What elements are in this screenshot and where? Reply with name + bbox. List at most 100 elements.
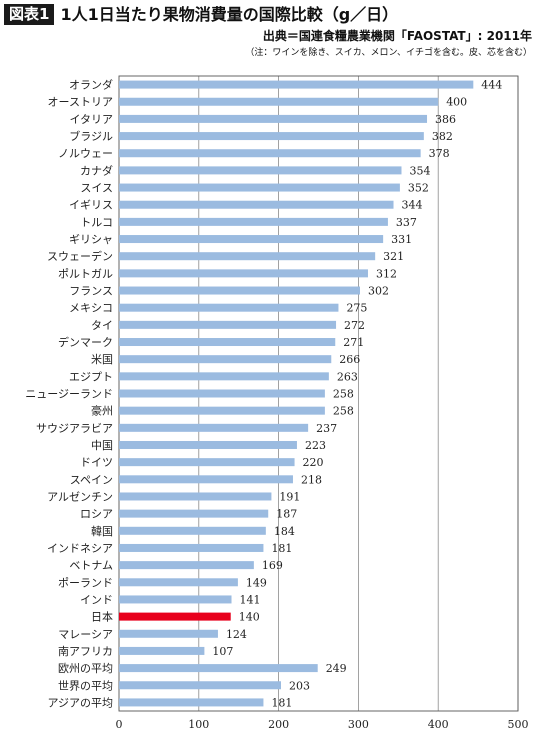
footnote: （注：ワインを除き、スイカ、メロン、イチゴを含む。皮、芯を含む）	[245, 48, 532, 58]
bar	[119, 406, 325, 415]
value-label: 141	[240, 593, 261, 606]
value-label: 354	[409, 164, 430, 177]
bar	[119, 200, 394, 209]
category-label: オランダ	[69, 78, 113, 92]
value-label: 181	[271, 542, 292, 555]
bar	[119, 440, 297, 449]
value-label: 258	[333, 388, 354, 401]
value-label: 169	[262, 559, 283, 572]
value-label: 237	[316, 422, 337, 435]
bar	[119, 612, 231, 621]
category-label: エジプト	[69, 370, 113, 383]
bar	[119, 252, 376, 261]
bar	[119, 132, 424, 141]
x-tick-label: 0	[116, 718, 123, 731]
bar	[119, 286, 360, 295]
value-label: 266	[339, 353, 360, 366]
category-label: カナダ	[80, 163, 113, 177]
category-label: アジアの平均	[47, 696, 113, 709]
bar	[119, 475, 293, 484]
category-label: 韓国	[91, 525, 113, 538]
value-label: 312	[376, 267, 397, 280]
value-label: 258	[333, 405, 354, 418]
category-label: トルコ	[80, 216, 113, 229]
value-label: 107	[212, 645, 233, 658]
bar	[119, 561, 254, 570]
bar	[119, 646, 205, 655]
bar	[119, 217, 388, 226]
value-label: 444	[481, 79, 502, 92]
value-label: 352	[408, 182, 429, 195]
bar	[119, 509, 269, 518]
category-label: ブラジル	[69, 129, 113, 143]
bar	[119, 338, 336, 347]
value-label: 203	[289, 679, 310, 692]
category-label: ギリシャ	[69, 233, 113, 246]
chart-header: 図表1 1人1日当たり果物消費量の国際比較（g／日）	[4, 4, 398, 25]
value-label: 331	[391, 233, 412, 246]
bar	[119, 97, 439, 106]
value-label: 191	[279, 490, 300, 503]
value-label: 400	[446, 96, 467, 109]
figure-badge: 図表1	[4, 4, 55, 25]
bar	[119, 492, 272, 501]
value-label: 344	[402, 199, 423, 212]
bar	[119, 355, 332, 364]
value-label: 271	[343, 336, 364, 349]
bar	[119, 80, 474, 89]
category-label: ニュージーランド	[25, 388, 113, 401]
bar	[119, 578, 238, 587]
category-label: サウジアラビア	[36, 422, 113, 435]
category-label: オーストリア	[48, 96, 113, 109]
value-label: 382	[432, 130, 453, 143]
category-label: ロシア	[80, 508, 113, 521]
category-label: マレーシア	[58, 628, 113, 641]
category-label: デンマーク	[58, 335, 113, 349]
bar	[119, 681, 281, 690]
source-note: 出典＝国連食糧農業機関「FAOSTAT」: 2011年	[262, 29, 532, 43]
bar	[119, 320, 337, 329]
bar	[119, 664, 318, 673]
value-label: 220	[303, 456, 324, 469]
category-label: 欧州の平均	[58, 662, 113, 675]
value-label: 321	[383, 250, 404, 263]
category-label: ドイツ	[80, 456, 113, 469]
bar	[119, 423, 309, 432]
value-label: 184	[274, 525, 295, 538]
value-label: 218	[301, 473, 322, 486]
value-label: 275	[346, 302, 367, 315]
value-label: 149	[246, 576, 267, 589]
category-label: アルゼンチン	[47, 490, 113, 503]
bar	[119, 458, 295, 467]
bar	[119, 372, 329, 381]
category-label: タイ	[91, 319, 113, 332]
x-tick-label: 500	[508, 718, 529, 731]
category-label: フランス	[69, 285, 113, 298]
value-label: 223	[305, 439, 326, 452]
bar	[119, 235, 384, 244]
category-label: スウェーデン	[47, 249, 113, 263]
value-label: 386	[435, 113, 456, 126]
x-tick-label: 300	[348, 718, 369, 731]
value-label: 302	[368, 285, 389, 298]
value-label: 378	[429, 147, 450, 160]
category-label: 中国	[91, 439, 113, 452]
value-label: 272	[344, 319, 365, 332]
category-label: 日本	[91, 610, 113, 624]
category-label: ノルウェー	[58, 147, 113, 160]
value-label: 249	[326, 662, 347, 675]
value-label: 337	[396, 216, 417, 229]
x-tick-label: 200	[268, 718, 289, 731]
value-label: 187	[276, 508, 297, 521]
bar	[119, 149, 421, 158]
category-label: メキシコ	[69, 302, 113, 315]
category-label: 米国	[91, 353, 113, 366]
category-label: インドネシア	[47, 542, 113, 555]
category-label: スペイン	[70, 473, 113, 486]
bar	[119, 526, 266, 535]
x-tick-label: 400	[428, 718, 449, 731]
bar	[119, 389, 325, 398]
bar	[119, 166, 402, 175]
bar	[119, 629, 218, 638]
